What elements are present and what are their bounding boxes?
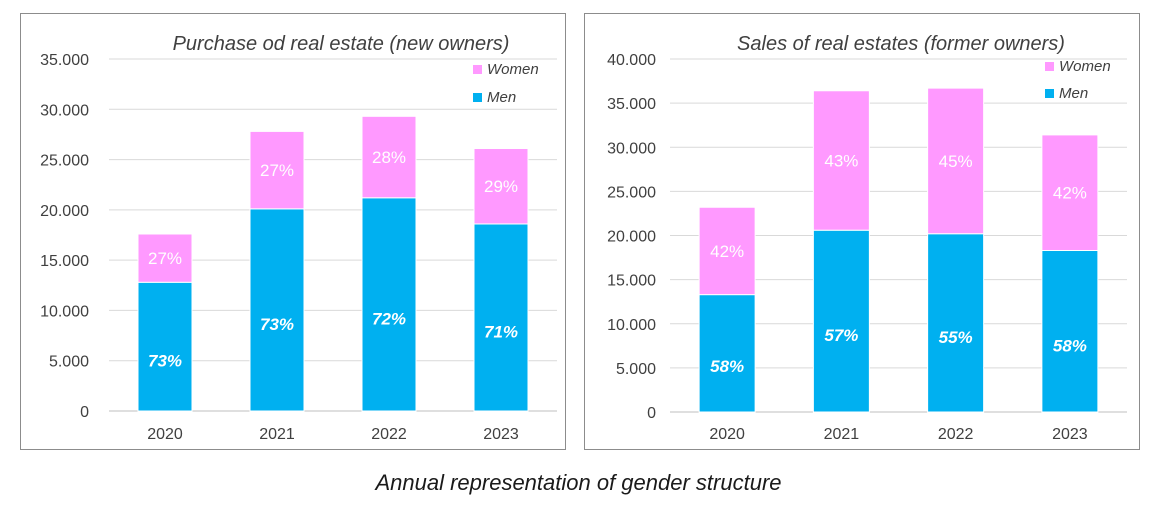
legend-swatch-women	[473, 65, 482, 74]
bar-men-2021	[249, 208, 305, 412]
data-label-women: 27%	[260, 161, 294, 180]
y-tick-label: 30.000	[607, 140, 656, 157]
y-tick-label: 0	[80, 404, 89, 421]
x-tick-label: 2022	[938, 426, 974, 443]
data-label-women: 42%	[1053, 184, 1087, 203]
bar-women-2021	[812, 90, 870, 231]
y-tick-label: 25.000	[607, 184, 656, 201]
x-tick-label: 2020	[709, 426, 745, 443]
bar-men-2020	[137, 281, 193, 412]
x-tick-label: 2023	[483, 426, 519, 443]
bar-women-2023	[1041, 134, 1099, 252]
legend-swatch-women	[1045, 62, 1054, 71]
x-tick-label: 2020	[147, 426, 183, 443]
y-tick-label: 25.000	[40, 153, 89, 170]
data-label-men: 71%	[484, 322, 518, 341]
data-label-women: 29%	[484, 177, 518, 196]
sales-chart-svg: 0 5.000 10.000 15.000 20.000 25.000 30.000 35.0…	[607, 33, 1127, 443]
x-tick-label: 2021	[259, 426, 295, 443]
legend-label-men: Men	[487, 89, 516, 106]
x-tick-label: 2023	[1052, 426, 1088, 443]
y-tick-label: 15.000	[40, 253, 89, 270]
data-label-women: 28%	[372, 148, 406, 167]
y-tick-label: 30.000	[40, 102, 89, 119]
data-label-men: 58%	[710, 357, 744, 376]
y-tick-label: 20.000	[40, 203, 89, 220]
data-label-women: 42%	[710, 242, 744, 261]
bar-women-2020	[698, 206, 756, 296]
data-label-men: 58%	[1053, 336, 1087, 355]
x-tick-label: 2022	[371, 426, 407, 443]
bar-men-2023	[473, 223, 529, 412]
y-tick-label: 10.000	[607, 317, 656, 334]
bar-men-2021	[812, 229, 870, 413]
y-tick-label: 35.000	[607, 96, 656, 113]
figure-caption: Annual representation of gender structur…	[375, 470, 782, 495]
legend-label-men: Men	[1059, 85, 1088, 102]
y-tick-label: 15.000	[607, 273, 656, 290]
y-tick-label: 0	[647, 405, 656, 422]
legend-label-women: Women	[1059, 58, 1111, 75]
bar-women-2021	[249, 130, 305, 210]
data-label-women: 43%	[824, 151, 858, 170]
chart-panel-sales: 0 5.000 10.000 15.000 20.000 25.000 30.000 35.0…	[584, 13, 1140, 450]
y-tick-label: 5.000	[49, 354, 89, 371]
bar-men-2022	[361, 197, 417, 412]
y-tick-label: 35.000	[40, 52, 89, 69]
data-label-men: 72%	[372, 309, 406, 328]
data-label-men: 73%	[260, 315, 294, 334]
chart-title: Sales of real estates (former owners)	[737, 33, 1065, 55]
chart-title: Purchase od real estate (new owners)	[173, 33, 510, 55]
bar-men-2022	[927, 233, 985, 413]
legend-swatch-men	[1045, 89, 1054, 98]
legend-swatch-men	[473, 93, 482, 102]
data-label-men: 73%	[148, 352, 182, 371]
bar-women-2022	[927, 87, 985, 235]
chart-panel-purchase: 0 5.000 10.000 15.000 20.000 25.000 30.000 35.0…	[20, 13, 566, 450]
data-label-women: 45%	[939, 152, 973, 171]
y-tick-label: 20.000	[607, 229, 656, 246]
data-label-men: 55%	[939, 328, 973, 347]
y-tick-label: 10.000	[40, 303, 89, 320]
y-tick-label: 40.000	[607, 52, 656, 69]
data-label-men: 57%	[824, 326, 858, 345]
bar-men-2023	[1041, 250, 1099, 413]
purchase-chart-svg: 0 5.000 10.000 15.000 20.000 25.000 30.000 35.0…	[40, 33, 557, 443]
bar-women-2023	[473, 148, 529, 225]
bar-women-2020	[137, 233, 193, 283]
bar-men-2020	[698, 294, 756, 413]
data-label-women: 27%	[148, 249, 182, 268]
y-tick-label: 5.000	[616, 361, 656, 378]
legend-label-women: Women	[487, 61, 539, 78]
x-tick-label: 2021	[824, 426, 860, 443]
bar-women-2022	[361, 115, 417, 199]
